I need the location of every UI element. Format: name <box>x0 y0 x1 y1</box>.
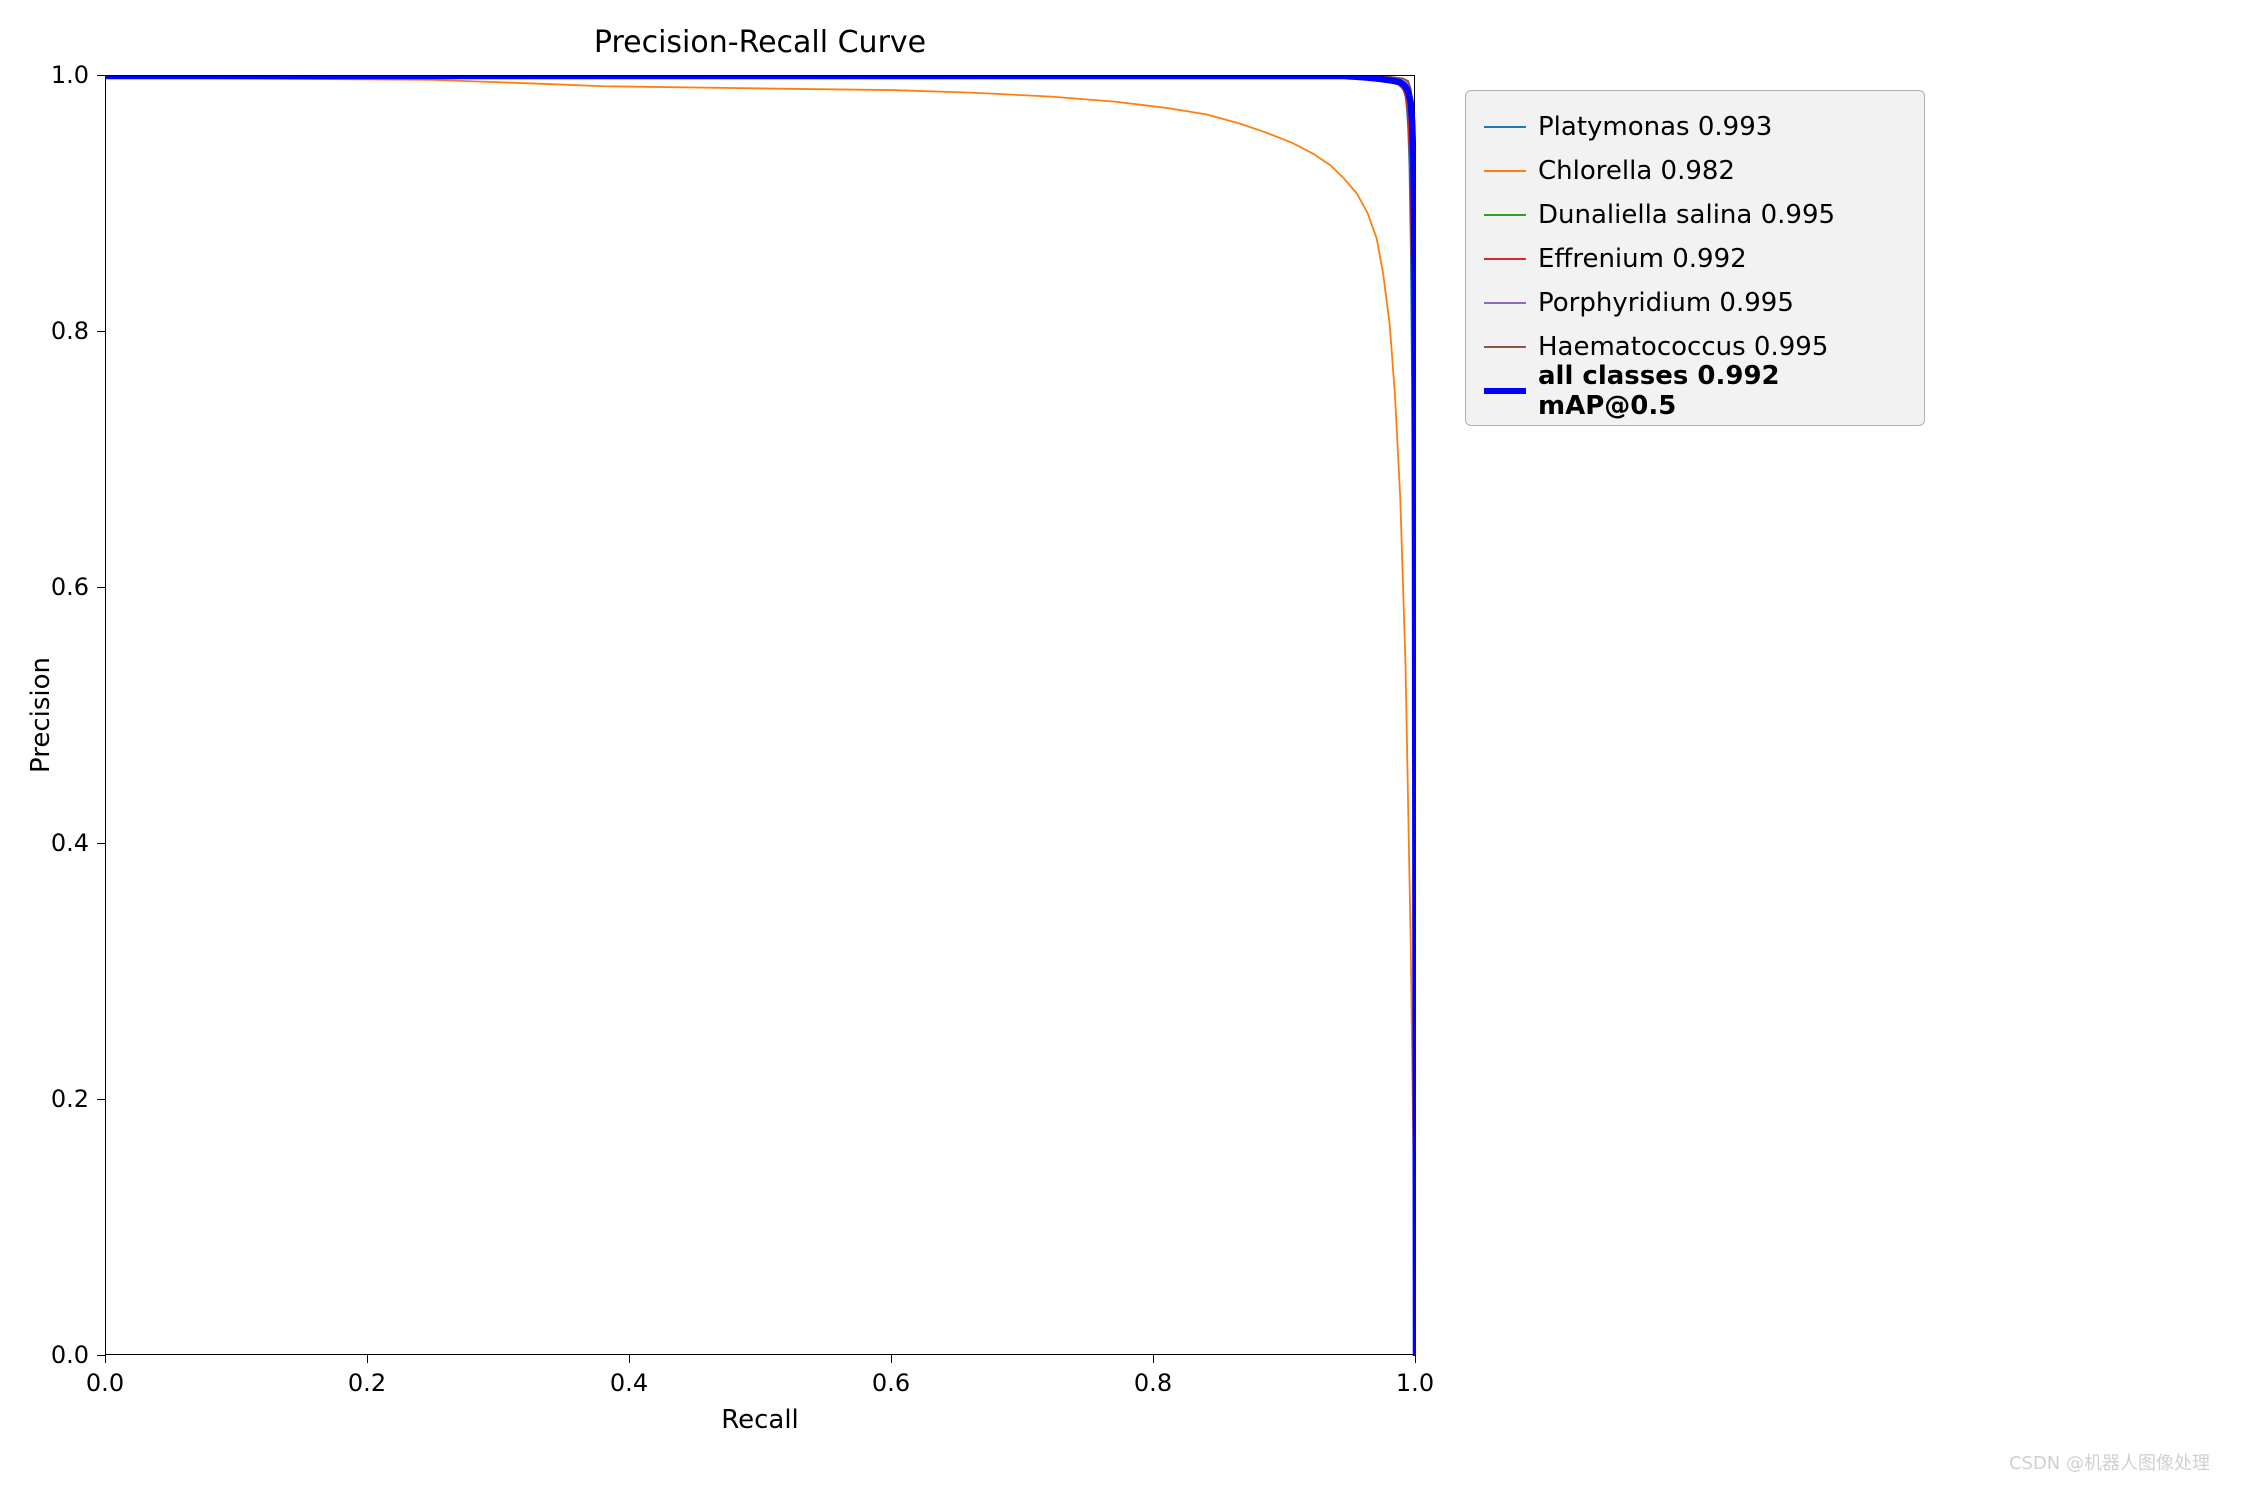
legend-label: Chlorella 0.982 <box>1538 156 1735 186</box>
y-tick-mark <box>97 587 105 589</box>
watermark: CSDN @机器人图像处理 <box>2009 1449 2210 1475</box>
legend-swatch <box>1484 388 1526 395</box>
legend-row: Chlorella 0.982 <box>1466 149 1924 193</box>
x-tick-mark <box>891 1355 893 1363</box>
series-5 <box>106 76 1416 1356</box>
x-tick-mark <box>367 1355 369 1363</box>
y-tick-label: 0.6 <box>51 573 89 601</box>
y-tick-label: 0.4 <box>51 829 89 857</box>
y-tick-label: 0.8 <box>51 317 89 345</box>
legend-swatch <box>1484 214 1526 216</box>
plot-area <box>105 75 1415 1355</box>
y-tick-mark <box>97 1099 105 1101</box>
legend: Platymonas 0.993 Chlorella 0.982 Dunaliell… <box>1465 90 1925 426</box>
y-tick-mark <box>97 331 105 333</box>
x-tick-mark <box>1153 1355 1155 1363</box>
legend-row: all classes 0.992 mAP@0.5 <box>1466 369 1924 413</box>
x-tick-label: 1.0 <box>1396 1369 1434 1397</box>
chart-title: Precision-Recall Curve <box>594 25 926 60</box>
series-4 <box>106 76 1416 1356</box>
legend-row: Porphyridium 0.995 <box>1466 281 1924 325</box>
legend-swatch <box>1484 126 1526 128</box>
x-tick-label: 0.0 <box>86 1369 124 1397</box>
y-tick-label: 0.2 <box>51 1085 89 1113</box>
y-tick-mark <box>97 843 105 845</box>
series-3 <box>106 76 1416 1356</box>
x-tick-mark <box>629 1355 631 1363</box>
series-6 <box>106 76 1416 1356</box>
x-tick-label: 0.6 <box>872 1369 910 1397</box>
legend-row: Platymonas 0.993 <box>1466 105 1924 149</box>
legend-swatch <box>1484 170 1526 172</box>
x-tick-mark <box>1415 1355 1417 1363</box>
legend-label: Effrenium 0.992 <box>1538 244 1747 274</box>
y-tick-label: 1.0 <box>51 61 89 89</box>
x-tick-label: 0.4 <box>610 1369 648 1397</box>
y-tick-mark <box>97 1355 105 1357</box>
legend-label: Porphyridium 0.995 <box>1538 288 1794 318</box>
legend-swatch <box>1484 346 1526 348</box>
y-tick-label: 0.0 <box>51 1341 89 1369</box>
x-axis-label: Recall <box>721 1405 799 1435</box>
series-2 <box>106 76 1416 1356</box>
series-0 <box>106 76 1416 1356</box>
legend-label: all classes 0.992 mAP@0.5 <box>1538 361 1924 421</box>
legend-row: Effrenium 0.992 <box>1466 237 1924 281</box>
figure: Precision-Recall Curve Recall Precision … <box>0 0 2250 1500</box>
x-tick-label: 0.2 <box>348 1369 386 1397</box>
plot-svg <box>106 76 1416 1356</box>
series-1 <box>106 77 1416 1356</box>
x-tick-mark <box>105 1355 107 1363</box>
legend-label: Haematococcus 0.995 <box>1538 332 1828 362</box>
legend-swatch <box>1484 302 1526 304</box>
y-tick-mark <box>97 75 105 77</box>
x-tick-label: 0.8 <box>1134 1369 1172 1397</box>
legend-swatch <box>1484 258 1526 260</box>
legend-label: Platymonas 0.993 <box>1538 112 1772 142</box>
y-axis-label: Precision <box>26 657 56 773</box>
legend-row: Dunaliella salina 0.995 <box>1466 193 1924 237</box>
legend-label: Dunaliella salina 0.995 <box>1538 200 1835 230</box>
